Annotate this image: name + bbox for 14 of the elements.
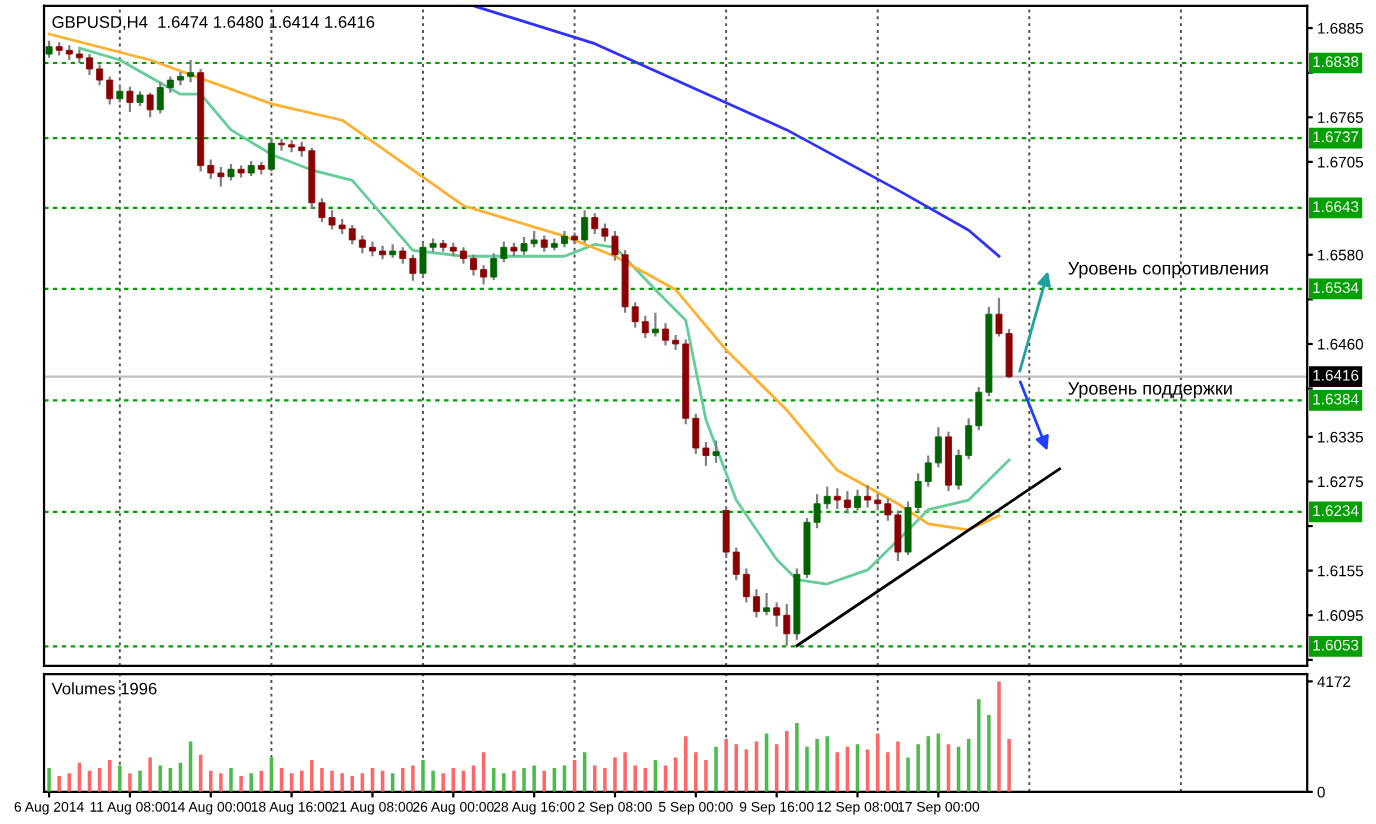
candlestick bbox=[854, 488, 861, 512]
chart-title: Volumes 1996 bbox=[51, 682, 157, 695]
annotation: Уровень поддержки bbox=[1068, 382, 1232, 399]
candlestick bbox=[126, 85, 134, 114]
candlestick bbox=[651, 311, 659, 338]
annotation: Уровень сопротивления bbox=[1068, 262, 1268, 279]
candlestick bbox=[763, 591, 771, 617]
line-series bbox=[47, 32, 1001, 532]
line-series bbox=[78, 46, 1011, 586]
candlestick bbox=[712, 439, 720, 464]
line-series bbox=[472, 5, 1001, 258]
candlestick bbox=[581, 209, 589, 244]
text: GBPUSD,H4 1.6474 1.6480 1.6414 1.6416 bbox=[52, 16, 375, 30]
candlestick bbox=[146, 91, 154, 119]
